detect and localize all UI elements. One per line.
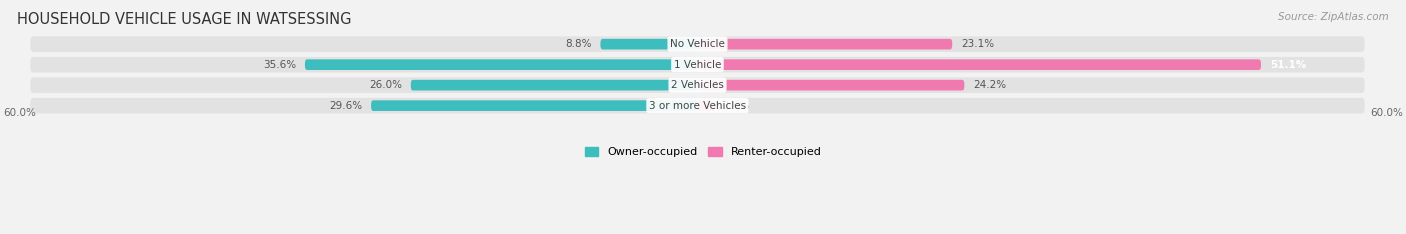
- Text: 60.0%: 60.0%: [3, 108, 35, 118]
- Text: 24.2%: 24.2%: [973, 80, 1007, 90]
- Legend: Owner-occupied, Renter-occupied: Owner-occupied, Renter-occupied: [581, 143, 825, 162]
- FancyBboxPatch shape: [31, 77, 1365, 93]
- FancyBboxPatch shape: [31, 57, 1365, 73]
- FancyBboxPatch shape: [600, 39, 697, 50]
- Text: 35.6%: 35.6%: [263, 60, 297, 70]
- Text: 1.6%: 1.6%: [724, 101, 751, 111]
- Text: 23.1%: 23.1%: [962, 39, 994, 49]
- Text: 3 or more Vehicles: 3 or more Vehicles: [650, 101, 747, 111]
- FancyBboxPatch shape: [411, 80, 697, 91]
- Text: 60.0%: 60.0%: [1371, 108, 1403, 118]
- Text: 2 Vehicles: 2 Vehicles: [671, 80, 724, 90]
- Text: 26.0%: 26.0%: [368, 80, 402, 90]
- Text: HOUSEHOLD VEHICLE USAGE IN WATSESSING: HOUSEHOLD VEHICLE USAGE IN WATSESSING: [17, 12, 352, 27]
- FancyBboxPatch shape: [697, 59, 1261, 70]
- FancyBboxPatch shape: [371, 100, 697, 111]
- FancyBboxPatch shape: [31, 98, 1365, 113]
- FancyBboxPatch shape: [697, 39, 952, 50]
- Text: 51.1%: 51.1%: [1270, 60, 1306, 70]
- FancyBboxPatch shape: [31, 37, 1365, 52]
- FancyBboxPatch shape: [697, 100, 716, 111]
- Text: No Vehicle: No Vehicle: [671, 39, 725, 49]
- Text: 1 Vehicle: 1 Vehicle: [673, 60, 721, 70]
- Text: Source: ZipAtlas.com: Source: ZipAtlas.com: [1278, 12, 1389, 22]
- Text: 29.6%: 29.6%: [329, 101, 363, 111]
- FancyBboxPatch shape: [305, 59, 697, 70]
- Text: 8.8%: 8.8%: [565, 39, 592, 49]
- FancyBboxPatch shape: [697, 80, 965, 91]
